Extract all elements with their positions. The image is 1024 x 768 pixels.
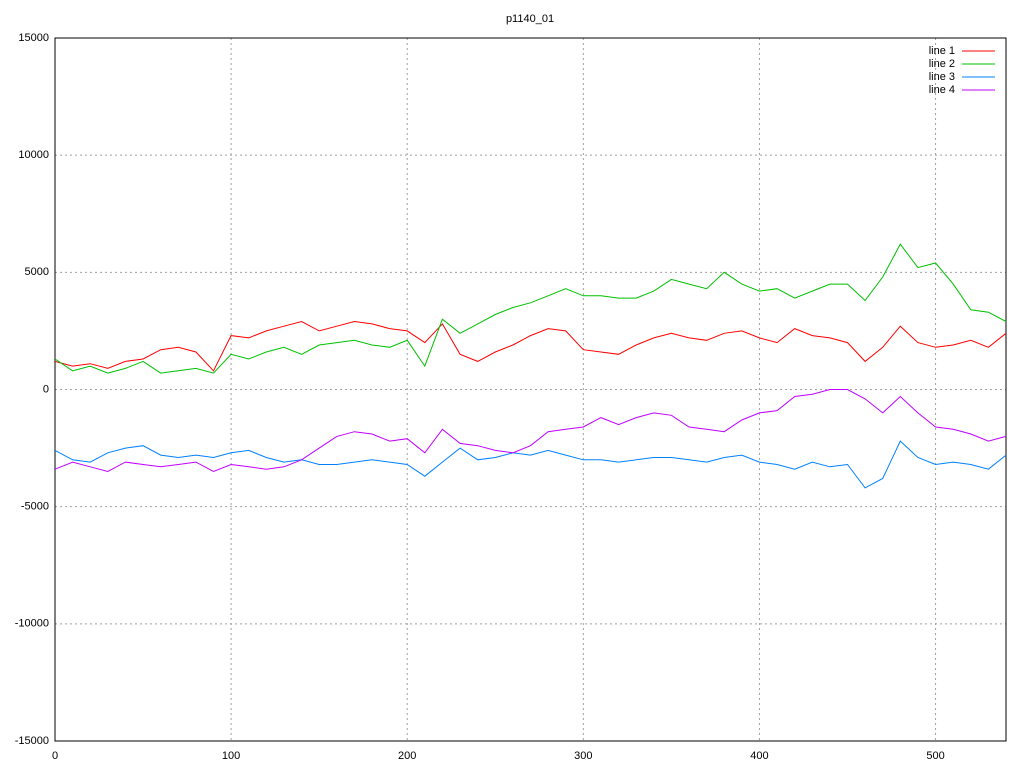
y-tick-label: 0	[43, 383, 49, 395]
legend-label: line 4	[929, 84, 955, 96]
x-tick-label: 200	[398, 750, 416, 762]
data-line	[54, 389, 1007, 473]
x-tick-label: 400	[750, 750, 768, 762]
y-tick-label: -15000	[15, 735, 49, 747]
legend-label: line 3	[929, 71, 955, 83]
x-tick-label: 0	[52, 750, 58, 762]
data-line	[54, 320, 1007, 372]
y-tick-label: 10000	[18, 149, 49, 161]
x-tick-label: 500	[926, 750, 944, 762]
plot-border	[54, 37, 1007, 742]
data-line	[54, 243, 1007, 374]
x-tick-label: 100	[222, 750, 240, 762]
y-tick-label: 5000	[25, 266, 49, 278]
x-tick-label: 300	[574, 750, 592, 762]
legend-label: line 2	[929, 58, 955, 70]
data-line	[54, 440, 1007, 489]
y-tick-label: 15000	[18, 32, 49, 44]
legend-label: line 1	[929, 45, 955, 57]
y-tick-label: -5000	[21, 501, 49, 513]
chart-title: p1140_01	[506, 13, 554, 25]
y-tick-label: -10000	[15, 618, 49, 630]
